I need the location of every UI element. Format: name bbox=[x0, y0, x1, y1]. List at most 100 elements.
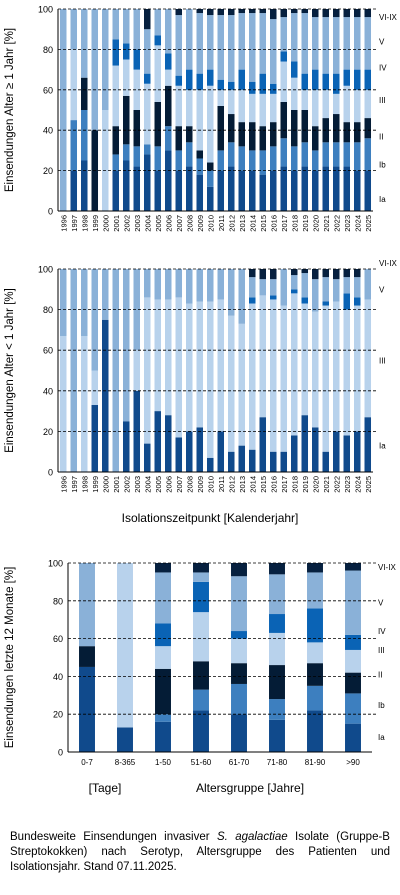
bar-segment bbox=[345, 723, 361, 752]
bar-segment bbox=[291, 289, 298, 294]
bar-segment bbox=[343, 269, 351, 278]
x-tick-label: 2012 bbox=[227, 476, 236, 493]
y-tick-label: 40 bbox=[43, 386, 53, 396]
bar-segment bbox=[343, 309, 351, 436]
bar-segment bbox=[186, 303, 193, 432]
bar-segment bbox=[354, 431, 361, 472]
bar-segment bbox=[238, 323, 246, 446]
bar-segment bbox=[217, 431, 225, 472]
bar-segment bbox=[112, 170, 120, 211]
bar-segment bbox=[312, 89, 319, 127]
x-tick-label: 2013 bbox=[238, 476, 247, 493]
y-tick-label: 0 bbox=[48, 207, 53, 217]
bar-segment bbox=[207, 9, 214, 16]
x-tick-label: 2002 bbox=[122, 476, 131, 493]
bar-segment bbox=[207, 162, 214, 171]
bar-segment bbox=[269, 563, 285, 575]
bar-segment bbox=[322, 89, 330, 119]
x-tick-label: 2017 bbox=[280, 215, 289, 232]
x-tick-label: 71-80 bbox=[267, 758, 288, 767]
bar-segment bbox=[91, 269, 99, 371]
bar-segment bbox=[343, 166, 351, 211]
bar-segment bbox=[322, 9, 330, 18]
bar-segment bbox=[91, 405, 99, 472]
y-tick-label: 100 bbox=[48, 559, 63, 569]
segment-label: III bbox=[379, 96, 386, 105]
bar-segment bbox=[280, 9, 288, 18]
bar-segment bbox=[155, 646, 171, 669]
bar-segment bbox=[270, 9, 277, 20]
bar-segment bbox=[70, 120, 78, 171]
bar-segment bbox=[333, 142, 340, 167]
bar-segment bbox=[228, 114, 235, 143]
bar-segment bbox=[269, 719, 285, 752]
bar-segment bbox=[231, 663, 247, 684]
bar-segment bbox=[259, 417, 267, 472]
bar-segment bbox=[291, 275, 298, 290]
x-tick-label: 2013 bbox=[238, 215, 247, 232]
bar-segment bbox=[259, 73, 267, 94]
x-tick-label: >90 bbox=[346, 758, 360, 767]
x-tick-label: 2020 bbox=[311, 476, 320, 493]
x-tick-label: 2018 bbox=[290, 476, 299, 493]
x-tick-label: 2000 bbox=[101, 215, 110, 232]
bar-segment bbox=[175, 269, 183, 298]
bar-segment bbox=[345, 634, 361, 650]
bar-segment bbox=[102, 319, 109, 472]
bar-segment bbox=[301, 269, 309, 274]
bar-segment bbox=[186, 166, 193, 211]
x-tick-label: 2004 bbox=[143, 476, 152, 493]
x-tick-label: 2015 bbox=[259, 215, 268, 232]
bar-segment bbox=[133, 269, 141, 351]
bar-segment bbox=[269, 699, 285, 720]
bar-segment bbox=[59, 335, 67, 472]
bar-segment bbox=[312, 17, 319, 70]
x-tick-label: 2024 bbox=[353, 476, 362, 493]
x-tick-label: 81-90 bbox=[305, 758, 326, 767]
bar-segment bbox=[165, 53, 172, 70]
bar-segment bbox=[217, 79, 225, 90]
bar-segment bbox=[259, 13, 267, 74]
bar-segment bbox=[249, 269, 256, 278]
segment-label: VI-IX bbox=[379, 13, 397, 22]
bar-segment bbox=[259, 126, 267, 151]
y-tick-label: 20 bbox=[53, 710, 63, 720]
bar-segment bbox=[186, 269, 193, 304]
bar-segment bbox=[364, 138, 372, 171]
bar-segment bbox=[231, 638, 247, 664]
bar-segment bbox=[249, 9, 256, 14]
x-tick-label: 2012 bbox=[227, 215, 236, 232]
bar-segment bbox=[155, 668, 171, 715]
bar-segment bbox=[112, 9, 120, 40]
bar-segment bbox=[333, 269, 340, 280]
bar-segment bbox=[354, 305, 361, 432]
segment-label: Ia bbox=[378, 733, 385, 742]
x-tick-label: 2024 bbox=[353, 215, 362, 232]
bar-segment bbox=[175, 150, 183, 171]
bar-segment bbox=[312, 170, 319, 211]
bar-segment bbox=[81, 335, 88, 472]
bar-segment bbox=[196, 158, 204, 175]
x-tick-label: 2023 bbox=[343, 476, 352, 493]
bar-segment bbox=[144, 443, 151, 472]
x-tick-label: 1998 bbox=[80, 476, 89, 493]
x-tick-label: 2022 bbox=[332, 476, 341, 493]
bar-segment bbox=[133, 9, 141, 50]
segment-label: Ia bbox=[379, 442, 386, 451]
bar-segment bbox=[343, 17, 351, 70]
bar-segment bbox=[312, 311, 319, 428]
bar-segment bbox=[301, 13, 309, 74]
bar-segment bbox=[301, 297, 309, 304]
bar-segment bbox=[270, 451, 277, 472]
bar-segment bbox=[291, 61, 298, 78]
bar-segment bbox=[123, 59, 130, 96]
y-tick-label: 100 bbox=[38, 5, 53, 15]
bar-segment bbox=[155, 623, 171, 647]
x-tick-label: 2005 bbox=[154, 476, 163, 493]
bar-segment bbox=[217, 170, 225, 211]
bar-segment bbox=[249, 150, 256, 171]
y-axis-label: Einsendungen Alter < 1 Jahr [%] bbox=[4, 288, 16, 453]
bar-segment bbox=[238, 69, 246, 90]
x-tick-label: 2017 bbox=[280, 476, 289, 493]
bar-segment bbox=[291, 293, 298, 436]
